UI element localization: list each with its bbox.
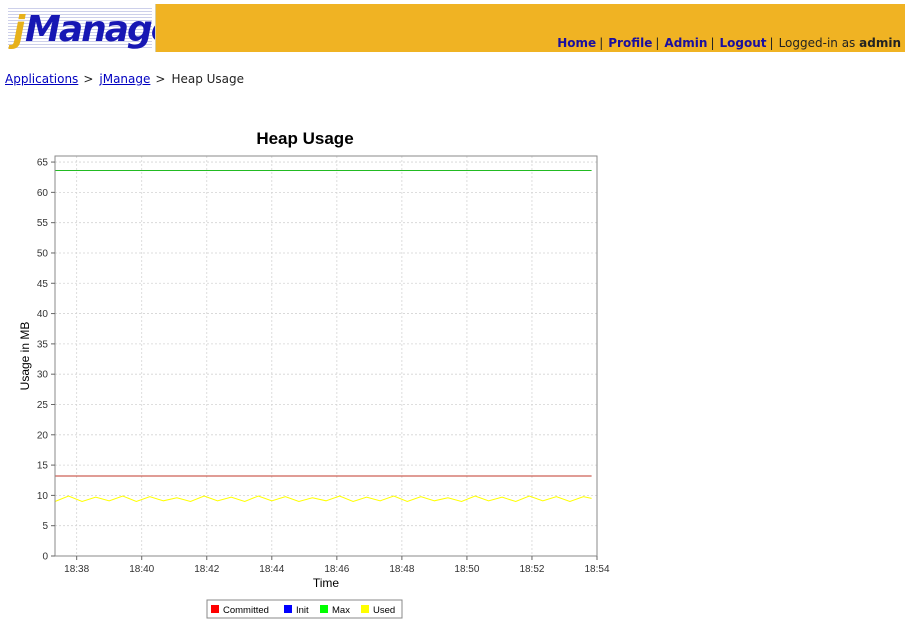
breadcrumb-separator: > (83, 72, 94, 86)
y-tick-label: 5 (42, 521, 48, 532)
y-tick-label: 30 (37, 370, 49, 381)
x-tick-label: 18:48 (389, 564, 414, 575)
y-tick-label: 55 (37, 218, 49, 229)
breadcrumb-jmanage-link[interactable]: jManage (99, 72, 151, 86)
legend-box (206, 599, 403, 619)
jmanage-logo[interactable]: j Manage (4, 4, 156, 52)
y-tick-label: 35 (37, 339, 49, 350)
y-tick-label: 25 (37, 400, 49, 411)
y-axis-ticks: 0 5 10 15 20 25 30 35 40 45 50 55 60 65 (37, 158, 55, 563)
legend-swatch-used (361, 605, 369, 613)
y-axis-label: Usage in MB (18, 322, 32, 391)
heap-usage-chart: Heap Usage 0 5 10 15 20 25 30 35 40 45 50 55 60 65 18… (18, 129, 610, 619)
breadcrumb: Applications > jManage > Heap Usage (5, 72, 244, 86)
logo-letter-j: j (13, 9, 25, 50)
x-tick-label: 18:42 (194, 564, 219, 575)
chart-legend: Committed Init Max Used (206, 599, 403, 619)
nav-logout-link[interactable]: Logout (719, 36, 767, 50)
y-tick-label: 60 (37, 188, 49, 199)
top-nav: Home | Profile | Admin | Logout | Logged-in as a… (557, 36, 901, 50)
logged-in-label: Logged-in as (778, 36, 856, 50)
y-tick-label: 50 (37, 248, 49, 259)
y-tick-label: 0 (42, 552, 48, 563)
nav-separator: | (769, 36, 774, 50)
x-tick-label: 18:54 (584, 564, 609, 575)
chart-axes (54, 155, 598, 557)
x-tick-label: 18:44 (259, 564, 284, 575)
breadcrumb-current: Heap Usage (171, 72, 245, 86)
nav-separator: | (599, 36, 604, 50)
x-tick-label: 18:46 (324, 564, 349, 575)
nav-separator: | (710, 36, 715, 50)
nav-profile-link[interactable]: Profile (608, 36, 653, 50)
nav-home-link[interactable]: Home (557, 36, 597, 50)
legend-swatch-committed (211, 605, 219, 613)
x-tick-label: 18:38 (64, 564, 89, 575)
logo-stripes (8, 6, 152, 50)
legend-swatch-max (320, 605, 328, 613)
y-tick-label: 65 (37, 158, 49, 169)
y-tick-label: 15 (37, 461, 49, 472)
nav-admin-link[interactable]: Admin (664, 36, 708, 50)
plot-border (54, 155, 598, 557)
legend-label-max: Max (332, 605, 350, 616)
plot-area (55, 156, 597, 556)
app-header: j Manage Home|Profile|Admin|Logout|Logge… (4, 4, 905, 52)
logged-in-user: admin (859, 36, 901, 50)
y-tick-label: 40 (37, 309, 49, 320)
x-tick-label: 18:52 (519, 564, 544, 575)
x-tick-label: 18:50 (454, 564, 479, 575)
legend-label-init: Init (296, 605, 309, 616)
y-tick-label: 45 (37, 279, 49, 290)
plot-background (55, 156, 597, 556)
chart-title: Heap Usage (256, 129, 353, 148)
x-axis-ticks: 18:38 18:40 18:42 18:44 18:46 18:48 18:50 18:52… (64, 556, 610, 575)
y-tick-label: 20 (37, 430, 49, 441)
logo-wordmark: Manage (25, 9, 155, 50)
breadcrumb-separator: > (155, 72, 166, 86)
x-tick-label: 18:40 (129, 564, 154, 575)
nav-separator: | (655, 36, 660, 50)
legend-label-used: Used (373, 605, 395, 616)
legend-label-committed: Committed (223, 605, 269, 616)
x-axis-label: Time (313, 576, 340, 590)
series-line-used (54, 495, 592, 503)
breadcrumb-applications-link[interactable]: Applications (5, 72, 79, 86)
legend-swatch-init (284, 605, 292, 613)
y-tick-label: 10 (37, 491, 49, 502)
